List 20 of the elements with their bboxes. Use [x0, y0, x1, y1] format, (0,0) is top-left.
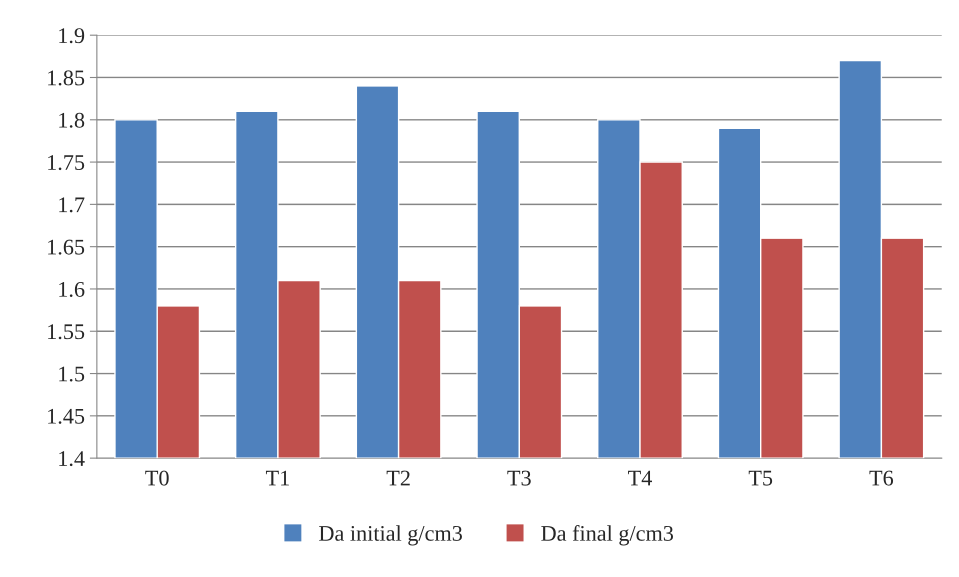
x-tick-label: T0: [145, 470, 169, 486]
legend-label: Da initial g/cm3: [319, 525, 462, 546]
x-tick-label: T4: [628, 470, 652, 486]
y-tick-label: 1.6: [59, 282, 84, 297]
y-tick-label: 1.9: [59, 28, 84, 44]
x-tick-label: T3: [507, 470, 531, 486]
y-tick-label: 1.5: [59, 366, 84, 382]
legend-label: Da final g/cm3: [541, 525, 674, 546]
y-tick-label: 1.55: [48, 324, 84, 340]
y-tick-label: 1.4: [59, 451, 85, 466]
y-tick-label: 1.8: [59, 112, 84, 128]
x-tick-label: T2: [386, 470, 410, 486]
y-tick-label: 1.7: [59, 197, 84, 212]
x-tick-label: T1: [266, 470, 289, 486]
x-tick-label: T5: [748, 470, 772, 486]
x-tick-label: T6: [869, 470, 894, 486]
y-tick-label: 1.75: [48, 155, 84, 170]
y-tick-label: 1.85: [48, 70, 84, 86]
y-tick-label: 1.65: [48, 240, 84, 255]
y-tick-label: 1.45: [48, 408, 84, 424]
